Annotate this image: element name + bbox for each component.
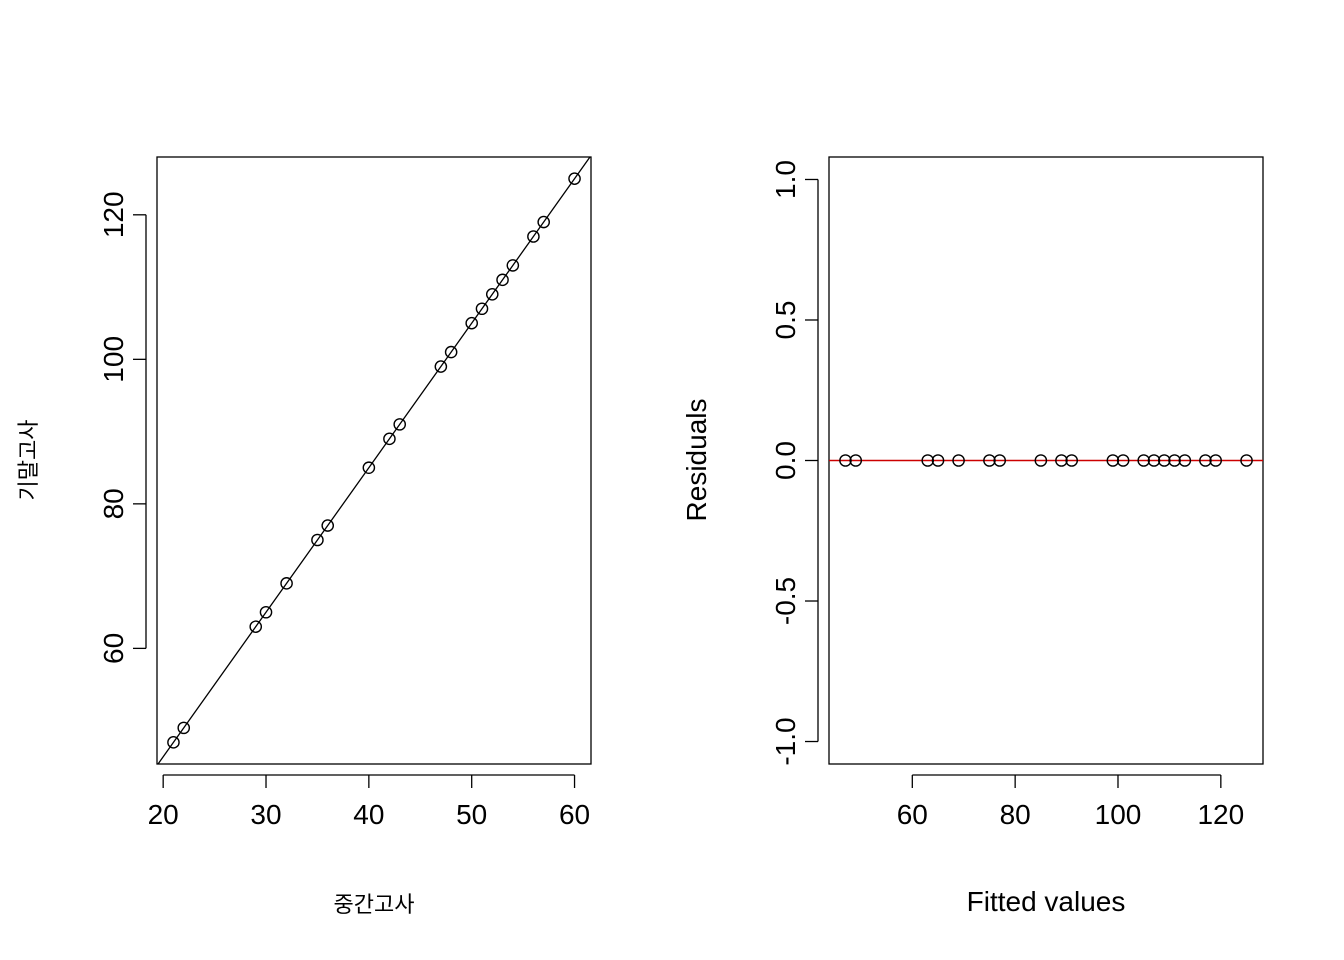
data-point-1-19 [1240,454,1253,467]
data-point-0-15 [496,273,509,287]
data-point-0-1 [177,721,191,735]
data-point-1-3 [931,454,945,467]
y-tick-label-1-4: 1.0 [770,160,801,199]
x-tick-label-1-3: 120 [1197,799,1244,830]
data-point-0-9 [393,418,407,431]
data-point-1-2 [921,454,935,467]
x-tick-label-0-3: 50 [456,799,487,830]
data-point-1-6 [993,454,1007,467]
y-tick-label-1-2: 0.0 [770,441,801,480]
data-point-0-13 [475,302,489,316]
x-tick-label-1-2: 100 [1095,799,1142,830]
data-point-0-11 [444,345,458,359]
y-tick-label-0-3: 120 [98,191,129,238]
y-axis-title-0: 기말고사 [17,420,42,501]
data-point-1-8 [1055,454,1068,467]
x-tick-label-0-1: 30 [250,799,281,830]
data-point-0-5 [311,533,324,547]
y-tick-label-0-2: 100 [98,336,129,383]
x-axis-title-1: Fitted values [967,886,1126,917]
data-point-1-9 [1065,454,1079,467]
data-point-0-4 [280,577,293,590]
data-point-0-14 [485,287,499,301]
data-point-0-19 [568,172,581,185]
scatter-panel-midterm-final: 중간고사 기말고사 20 30 40 50 60 60 80 100 120 [17,156,592,918]
y-tick-label-1-0: -1.0 [770,717,801,765]
plot-frame-0 [156,156,592,765]
data-point-1-13 [1147,454,1161,467]
x-tick-label-0-4: 60 [559,799,590,830]
data-point-0-0 [167,736,180,749]
data-point-1-4 [952,454,965,467]
y-tick-label-0-1: 80 [98,488,129,519]
x-tick-label-1-1: 80 [1000,799,1031,830]
data-point-0-2 [249,620,263,634]
data-point-1-1 [849,454,863,467]
data-point-0-8 [383,432,396,446]
data-point-0-12 [465,316,479,330]
y-tick-label-0-0: 60 [98,633,129,664]
data-point-0-18 [537,215,550,229]
data-point-0-7 [362,461,376,475]
data-point-1-11 [1116,454,1130,467]
data-point-1-10 [1106,454,1120,467]
y-axis-title-1: Residuals [681,399,712,522]
x-tick-label-0-2: 40 [353,799,384,830]
data-point-1-16 [1178,454,1192,467]
data-point-1-12 [1137,454,1151,467]
y-tick-label-1-1: -0.5 [770,577,801,625]
data-point-0-3 [259,605,273,619]
data-point-1-17 [1199,454,1212,467]
data-point-0-10 [434,360,448,373]
data-point-1-15 [1168,454,1181,467]
x-tick-label-0-0: 20 [148,799,179,830]
x-axis-title-0: 중간고사 [334,893,415,918]
data-point-1-5 [983,454,996,467]
y-tick-label-1-3: 0.5 [770,301,801,340]
data-point-0-6 [321,519,335,532]
x-tick-label-1-0: 60 [897,799,928,830]
data-point-1-7 [1034,454,1048,467]
data-point-1-18 [1209,454,1222,467]
data-point-0-16 [506,259,520,272]
regression-line [157,157,591,764]
data-point-1-0 [839,454,852,467]
data-point-1-14 [1157,454,1171,467]
residuals-panel: Fitted values Residuals 60 80 100 120 -1.0 -0… [681,156,1264,917]
data-point-0-17 [527,230,540,243]
